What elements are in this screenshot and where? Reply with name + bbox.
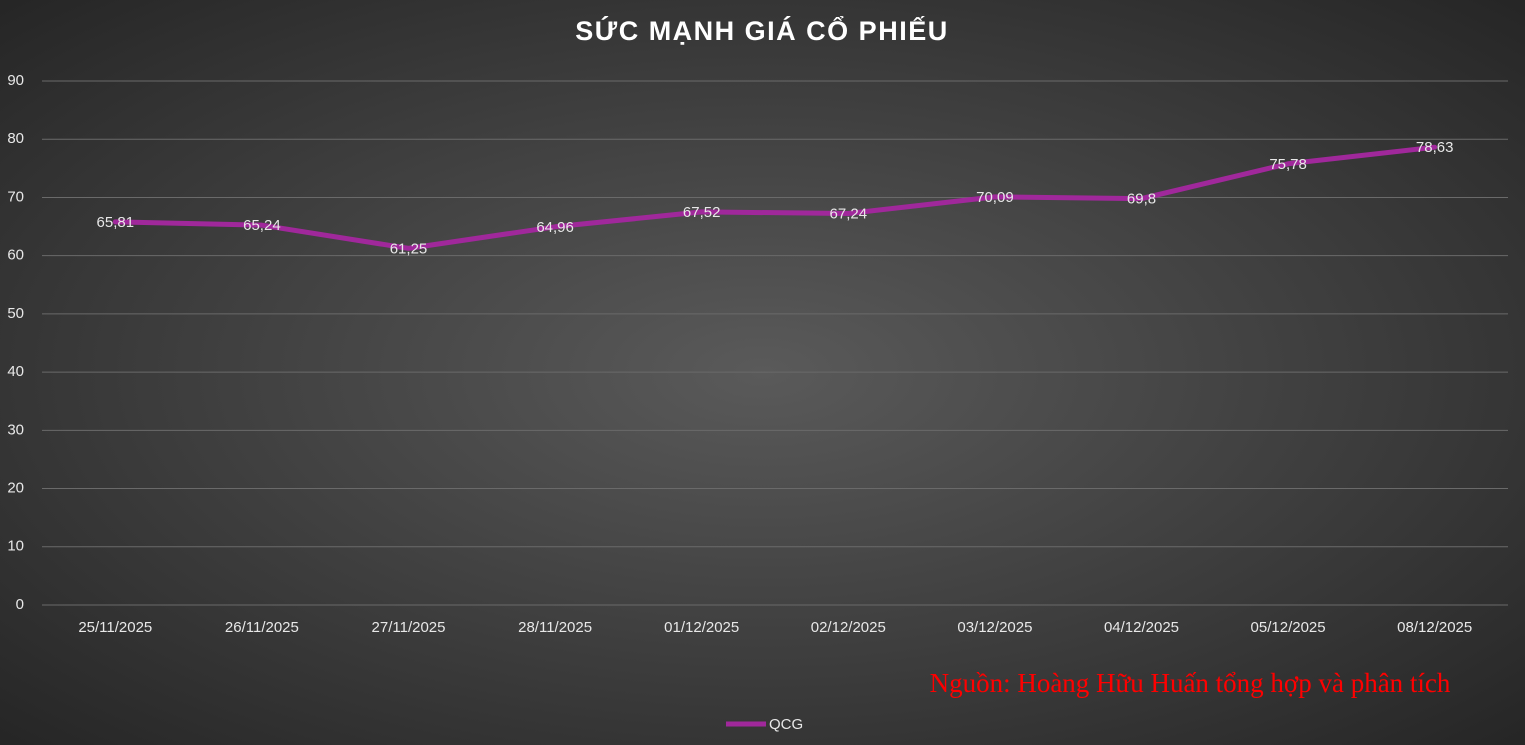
y-tick-label: 10 xyxy=(7,538,24,555)
y-tick-label: 50 xyxy=(7,305,24,322)
data-label: 70,09 xyxy=(976,189,1014,206)
data-label: 78,63 xyxy=(1416,139,1454,156)
legend-label: QCG xyxy=(769,716,803,733)
x-tick-label: 02/12/2025 xyxy=(811,619,886,636)
y-tick-label: 70 xyxy=(7,188,24,205)
data-label: 65,81 xyxy=(97,214,135,231)
x-tick-label: 04/12/2025 xyxy=(1104,619,1179,636)
data-label: 67,52 xyxy=(683,204,721,221)
chart-title: SỨC MẠNH GIÁ CỔ PHIẾU xyxy=(575,15,948,46)
x-tick-label: 27/11/2025 xyxy=(372,619,446,636)
data-label: 64,96 xyxy=(536,219,574,236)
y-tick-label: 60 xyxy=(7,247,24,264)
y-tick-label: 80 xyxy=(7,130,24,147)
data-label: 65,24 xyxy=(243,217,281,234)
line xyxy=(112,144,1438,251)
y-tick-label: 40 xyxy=(7,363,24,380)
y-tick-label: 30 xyxy=(7,421,24,438)
y-tick-label: 20 xyxy=(7,480,24,497)
y-tick-label: 0 xyxy=(16,596,24,613)
x-tick-label: 26/11/2025 xyxy=(225,619,299,636)
data-label: 61,25 xyxy=(390,240,428,257)
data-label: 67,24 xyxy=(830,205,868,222)
data-label: 75,78 xyxy=(1269,156,1307,173)
annotation: Nguồn: Hoàng Hữu Huấn tổng hợp và phân t… xyxy=(930,668,1451,698)
data-label: 69,8 xyxy=(1127,191,1156,208)
x-tick-label: 01/12/2025 xyxy=(664,619,739,636)
x-tick-label: 08/12/2025 xyxy=(1397,619,1472,636)
x-tick-label: 05/12/2025 xyxy=(1251,619,1326,636)
x-tick-label: 28/11/2025 xyxy=(518,619,592,636)
x-tick-label: 03/12/2025 xyxy=(957,619,1032,636)
y-tick-label: 90 xyxy=(7,72,24,89)
x-tick-label: 25/11/2025 xyxy=(78,619,152,636)
